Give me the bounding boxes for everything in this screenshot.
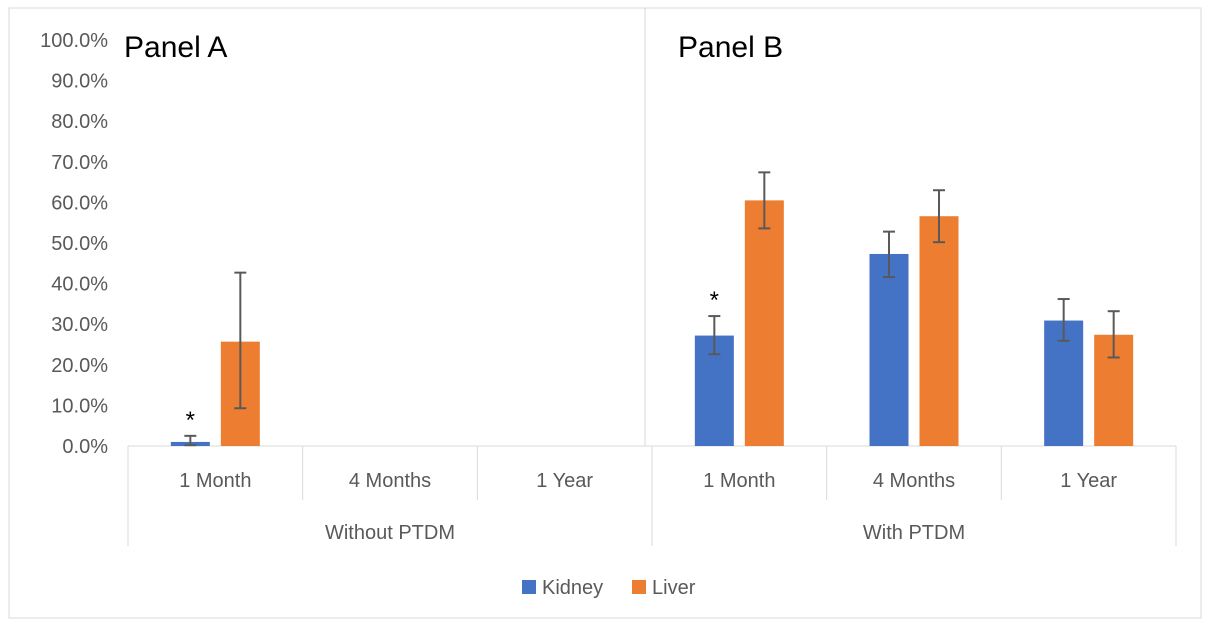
y-tick-label: 0.0% [62,436,108,458]
y-tick-label: 70.0% [51,152,108,174]
x-category-label: 4 Months [349,470,431,492]
labels-layer: Panel A Panel B * * [124,31,783,434]
x-group-label: Without PTDM [325,522,455,544]
x-category-label: 1 Year [1060,470,1117,492]
x-category-label: 1 Year [536,470,593,492]
bar-liver [919,216,959,446]
legend: Kidney Liver [522,577,696,599]
y-tick-label: 40.0% [51,274,108,296]
panel-label: Panel B [678,31,783,64]
legend-label: Liver [652,577,696,599]
significance-marker: * [710,287,719,314]
bar-kidney [869,253,909,446]
significance-marker: * [186,407,195,434]
y-tick-label: 80.0% [51,111,108,133]
chart-area-border [8,7,1202,619]
y-tick-label: 60.0% [51,192,108,214]
x-category-label: 1 Month [703,470,775,492]
legend-swatch [632,580,646,594]
x-category-label: 1 Month [179,470,251,492]
y-tick-label: 10.0% [51,395,108,417]
axes-layer: 0.0% 10.0% 20.0% 30.0% 40.0% 50.0% 60.0% 70.0% 8… [40,30,1177,546]
y-tick-label: 50.0% [51,233,108,255]
bars-layer [170,171,1134,447]
x-category-label: 4 Months [873,470,955,492]
panel-label: Panel A [124,31,227,64]
y-tick-label: 20.0% [51,355,108,377]
y-tick-label: 30.0% [51,314,108,336]
legend-label: Kidney [542,577,603,599]
legend-swatch [522,580,536,594]
y-tick-label: 100.0% [40,30,108,52]
x-group-label: With PTDM [863,522,965,544]
bar-liver [744,200,784,446]
y-tick-label: 90.0% [51,71,108,93]
